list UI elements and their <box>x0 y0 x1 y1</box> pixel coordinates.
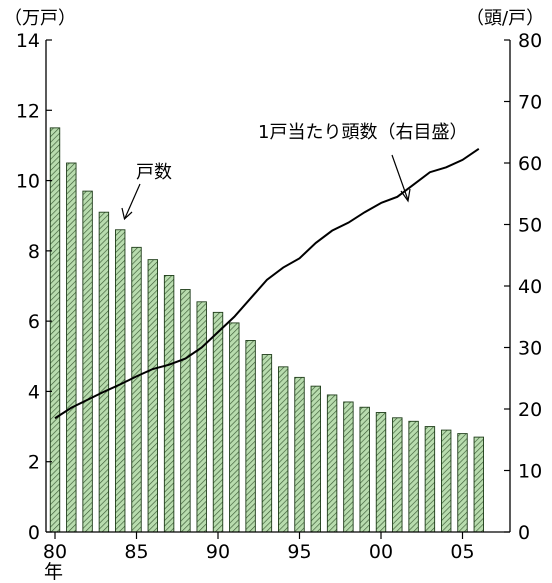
bar-2001 <box>393 418 403 532</box>
right-tick-label-70: 70 <box>518 92 542 114</box>
left-tick-label-0: 0 <box>28 522 40 544</box>
bar-1997 <box>327 395 337 532</box>
annotation-line-arrow <box>392 155 408 200</box>
bar-1995 <box>295 377 305 532</box>
bar-1996 <box>311 386 321 532</box>
x-tick-label-05: 05 <box>450 541 474 563</box>
left-tick-label-4: 4 <box>28 381 40 403</box>
bar-1988 <box>181 290 191 532</box>
x-tick-label-85: 85 <box>124 541 148 563</box>
right-axis-unit: （頭/戸） <box>466 8 544 29</box>
bar-1992 <box>246 340 256 532</box>
right-tick-label-80: 80 <box>518 30 542 52</box>
x-tick-label-95: 95 <box>287 541 311 563</box>
bar-series <box>50 128 483 532</box>
annotation-households-arrow <box>125 184 140 218</box>
bar-1986 <box>148 260 158 532</box>
left-tick-label-14: 14 <box>16 30 40 52</box>
bar-1983 <box>99 212 109 532</box>
bar-1985 <box>132 247 142 532</box>
bar-1989 <box>197 302 207 532</box>
bar-1982 <box>83 191 93 532</box>
right-tick-label-10: 10 <box>518 461 542 483</box>
left-tick-label-8: 8 <box>28 241 40 263</box>
bar-1999 <box>360 407 370 532</box>
bar-1991 <box>230 323 240 532</box>
annotation-head-per-household: 1戸当たり頭数（右目盛） <box>258 122 467 201</box>
right-tick-label-30: 30 <box>518 338 542 360</box>
left-tick-label-6: 6 <box>28 311 40 333</box>
bar-2003 <box>425 427 435 532</box>
x-axis-suffix: 年 <box>44 561 63 583</box>
x-tick-label-90: 90 <box>206 541 230 563</box>
left-tick-label-2: 2 <box>28 452 40 474</box>
left-tick-label-10: 10 <box>16 171 40 193</box>
right-tick-label-60: 60 <box>518 153 542 175</box>
bar-2006 <box>474 437 484 532</box>
annotation-households-label: 戸数 <box>136 162 172 183</box>
right-tick-label-0: 0 <box>518 522 530 544</box>
bar-2002 <box>409 421 419 532</box>
annotation-households: 戸数 <box>122 162 172 219</box>
bar-1993 <box>262 355 272 532</box>
left-axis-unit: （万戸） <box>4 8 76 29</box>
bar-1987 <box>164 275 174 532</box>
right-tick-label-20: 20 <box>518 399 542 421</box>
bar-2005 <box>458 434 468 532</box>
x-tick-label-80: 80 <box>43 541 67 563</box>
bar-1980 <box>50 128 60 532</box>
annotation-line-label: 1戸当たり頭数（右目盛） <box>258 122 467 143</box>
bar-2004 <box>441 430 451 532</box>
x-tick-label-00: 00 <box>369 541 393 563</box>
bar-1990 <box>213 312 223 532</box>
bar-1994 <box>278 367 288 532</box>
bar-1984 <box>115 230 125 532</box>
bar-2000 <box>376 413 386 532</box>
right-tick-label-50: 50 <box>518 215 542 237</box>
right-tick-label-40: 40 <box>518 276 542 298</box>
bar-1998 <box>344 402 354 532</box>
bar-1981 <box>67 163 77 532</box>
left-tick-label-12: 12 <box>16 100 40 122</box>
